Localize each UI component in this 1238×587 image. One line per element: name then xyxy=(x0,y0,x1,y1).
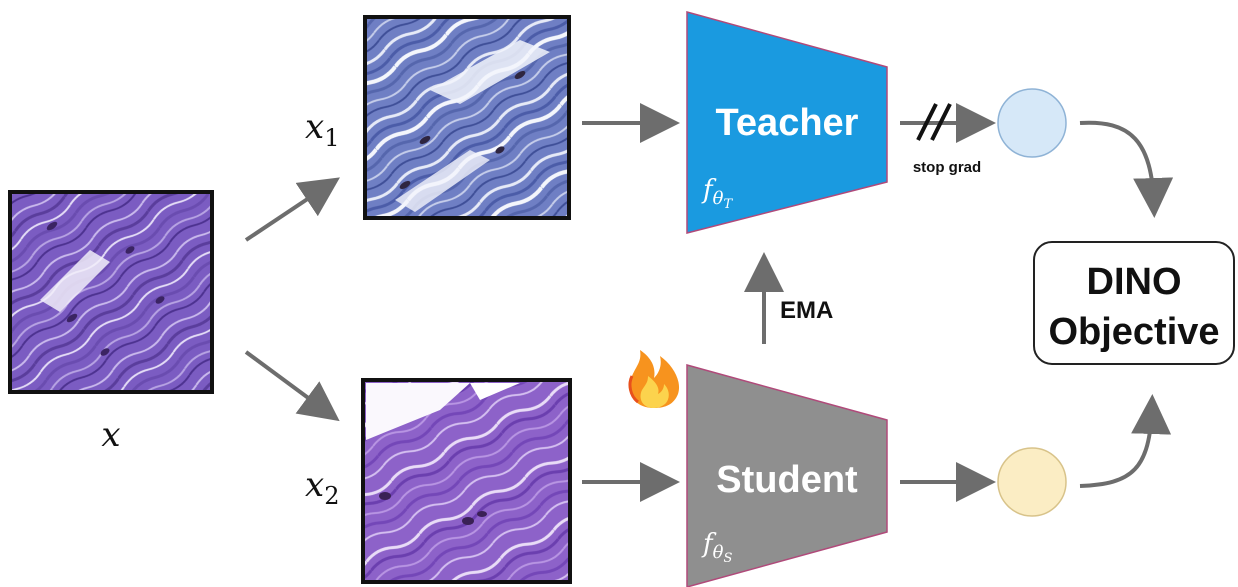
ema-label: EMA xyxy=(780,297,833,324)
student-trapezoid xyxy=(686,364,888,587)
student-title: Student xyxy=(716,459,858,501)
input-image-label: x xyxy=(101,415,120,455)
dino-objective-box: DINO Objective xyxy=(1033,241,1235,365)
student-output-node xyxy=(997,447,1067,517)
stop-grad-label: stop grad xyxy=(913,159,981,176)
arrow-x-to-x2 xyxy=(244,350,340,422)
student-network: Student fθS xyxy=(686,364,888,587)
view1-label: x1 xyxy=(305,107,339,152)
fire-icon xyxy=(628,350,680,408)
arrow-teacher-output-to-objective xyxy=(1079,120,1174,218)
view2-image xyxy=(361,378,572,584)
arrow-x-to-x1 xyxy=(244,177,340,242)
teacher-trapezoid xyxy=(686,11,888,234)
arrow-student-output-to-objective xyxy=(1079,394,1172,488)
view2-label: x2 xyxy=(305,465,339,510)
objective-line1: DINO xyxy=(1087,261,1182,303)
objective-line2: Objective xyxy=(1048,311,1219,353)
teacher-output-node xyxy=(997,88,1067,158)
view1-image xyxy=(363,15,571,220)
teacher-network: Teacher fθT xyxy=(686,11,888,234)
teacher-title: Teacher xyxy=(716,102,859,144)
stop-grad-slashes xyxy=(916,103,952,141)
input-image xyxy=(8,190,214,394)
